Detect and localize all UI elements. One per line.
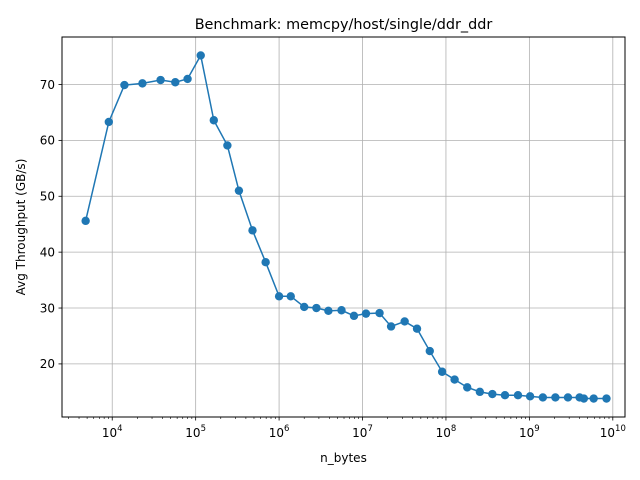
data-point bbox=[120, 80, 129, 90]
x-tick-label: 109 bbox=[519, 424, 540, 440]
data-point bbox=[324, 306, 333, 316]
data-point bbox=[138, 79, 147, 88]
x-tick-label-base: 10 bbox=[269, 426, 284, 440]
x-tick-label: 108 bbox=[436, 424, 457, 440]
data-point bbox=[488, 389, 497, 399]
series-markers bbox=[81, 51, 611, 403]
data-point bbox=[361, 309, 371, 318]
y-axis-label: Avg Throughput (GB/s) bbox=[14, 159, 28, 296]
x-axis-ticks: 104 105 106 107 108 109 1010 bbox=[68, 417, 626, 440]
data-point bbox=[156, 75, 165, 85]
x-tick-label: 1010 bbox=[600, 424, 626, 440]
y-tick-label: 30 bbox=[40, 301, 55, 315]
data-point bbox=[300, 302, 309, 312]
x-tick-label-base: 10 bbox=[436, 426, 451, 440]
data-point bbox=[274, 292, 284, 301]
data-point bbox=[563, 393, 573, 402]
data-point bbox=[248, 226, 257, 235]
data-point bbox=[400, 317, 409, 326]
x-tick-label-base: 10 bbox=[185, 426, 200, 440]
data-point bbox=[81, 216, 90, 226]
axes-frame bbox=[61, 36, 626, 418]
x-tick-label-exponent: 7 bbox=[367, 424, 372, 434]
x-tick-label: 104 bbox=[102, 424, 123, 440]
data-point bbox=[171, 78, 180, 87]
y-tick-label: 50 bbox=[40, 190, 55, 204]
data-point bbox=[437, 367, 447, 376]
data-point bbox=[223, 141, 232, 150]
data-point bbox=[183, 74, 192, 84]
data-point bbox=[500, 391, 510, 400]
x-tick-label-exponent: 9 bbox=[534, 424, 539, 434]
x-tick-label: 107 bbox=[352, 424, 373, 440]
data-point bbox=[209, 116, 218, 125]
x-tick-label-exponent: 5 bbox=[201, 424, 206, 434]
y-tick-label: 40 bbox=[40, 245, 55, 259]
data-point bbox=[375, 308, 384, 318]
x-tick-label-exponent: 8 bbox=[451, 424, 456, 434]
x-tick-label: 106 bbox=[269, 424, 290, 440]
grid-lines bbox=[62, 37, 625, 417]
data-point bbox=[412, 324, 422, 333]
y-tick-label: 20 bbox=[40, 357, 55, 371]
data-point bbox=[525, 392, 535, 401]
data-point bbox=[538, 393, 548, 402]
x-tick-label: 105 bbox=[185, 424, 206, 440]
x-tick-label-exponent: 4 bbox=[117, 424, 122, 434]
data-point bbox=[513, 391, 523, 400]
data-point bbox=[261, 258, 270, 267]
data-point bbox=[589, 394, 598, 403]
x-tick-label-exponent: 10 bbox=[615, 424, 626, 434]
x-tick-label-base: 10 bbox=[352, 426, 367, 440]
data-point bbox=[450, 375, 459, 384]
data-point bbox=[551, 393, 560, 402]
data-point bbox=[104, 117, 114, 127]
data-point bbox=[475, 387, 485, 397]
data-point bbox=[386, 322, 396, 331]
data-point bbox=[463, 383, 472, 392]
data-point bbox=[234, 186, 244, 195]
x-tick-label-base: 10 bbox=[519, 426, 534, 440]
data-point bbox=[579, 394, 589, 403]
data-point bbox=[602, 394, 611, 403]
y-axis-ticks: 20 30 40 50 60 70 bbox=[40, 78, 62, 371]
x-tick-label-base: 10 bbox=[102, 426, 117, 440]
y-tick-label: 70 bbox=[40, 78, 55, 92]
plot-area bbox=[62, 37, 625, 417]
x-tick-label-exponent: 6 bbox=[284, 424, 289, 434]
data-point bbox=[196, 51, 205, 60]
y-tick-label: 60 bbox=[40, 134, 55, 148]
data-point bbox=[425, 346, 434, 356]
data-point bbox=[312, 303, 321, 313]
data-point bbox=[286, 292, 295, 301]
data-point bbox=[349, 311, 359, 321]
chart-title: Benchmark: memcpy/host/single/ddr_ddr bbox=[195, 17, 493, 33]
x-tick-label-base: 10 bbox=[600, 426, 615, 440]
data-point bbox=[337, 306, 346, 315]
x-axis-label: n_bytes bbox=[320, 451, 367, 465]
